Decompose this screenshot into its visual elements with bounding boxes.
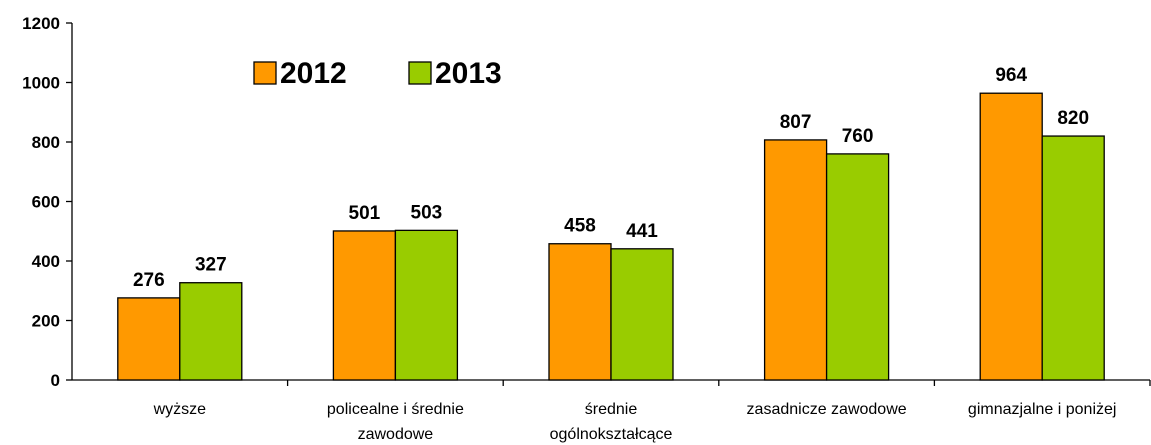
y-tick-label-3: 600 [32, 193, 60, 212]
y-axis: 0 200 400 600 800 1000 1200 [22, 14, 73, 390]
category-label-1-0: policealne i średnie [327, 401, 464, 418]
data-label-2013-1: 503 [411, 202, 443, 223]
y-tick-label-0: 0 [51, 371, 60, 390]
x-axis: wyższe policealne i średnie zawodowe średni… [72, 379, 1151, 443]
y-tick-label-2: 400 [32, 252, 60, 271]
legend-label-2012: 2012 [280, 57, 347, 90]
bar-2013-1 [394, 229, 459, 381]
bar-2012-1 [332, 230, 397, 381]
bar-2012-2 [548, 243, 612, 381]
data-label-2013-3: 760 [842, 126, 874, 147]
data-label-2013-0: 327 [195, 255, 227, 276]
data-label-2012-3: 807 [780, 112, 812, 133]
category-label-2-0: średnie [585, 401, 638, 418]
bar-2012-3 [763, 139, 828, 381]
data-label-2012-1: 501 [349, 203, 381, 224]
y-tick-label-1: 200 [32, 312, 60, 331]
bar-2013-4 [1041, 135, 1105, 381]
bar-2013-0 [179, 282, 243, 381]
legend-swatch-2013 [408, 61, 432, 85]
bar-2013-3 [825, 153, 890, 381]
bar-2012-4 [979, 92, 1043, 381]
data-label-2012-2: 458 [564, 216, 596, 237]
legend-swatch-2012 [253, 61, 277, 85]
y-tick-label-6: 1200 [22, 14, 60, 33]
category-label-3-0: zasadnicze zawodowe [747, 401, 907, 418]
data-label-2013-2: 441 [626, 221, 658, 242]
legend: 2012 2013 [253, 57, 502, 90]
data-labels: 276 501 458 807 964 327 503 441 760 820 [133, 65, 1089, 291]
y-tick-label-5: 1000 [22, 74, 60, 93]
category-label-4-0: gimnazjalne i poniżej [968, 401, 1117, 418]
legend-label-2013: 2013 [435, 57, 502, 90]
y-tick-label-4: 800 [32, 133, 60, 152]
bars [117, 92, 1105, 381]
data-label-2012-4: 964 [995, 65, 1027, 86]
bar-2013-2 [610, 248, 674, 381]
category-label-0-0: wyższe [153, 401, 207, 418]
category-label-1-1: zawodowe [358, 426, 434, 443]
data-label-2013-4: 820 [1057, 108, 1089, 129]
data-label-2012-0: 276 [133, 270, 165, 291]
category-label-2-1: ogólnokształcące [550, 426, 673, 443]
bar-2012-0 [117, 297, 181, 381]
